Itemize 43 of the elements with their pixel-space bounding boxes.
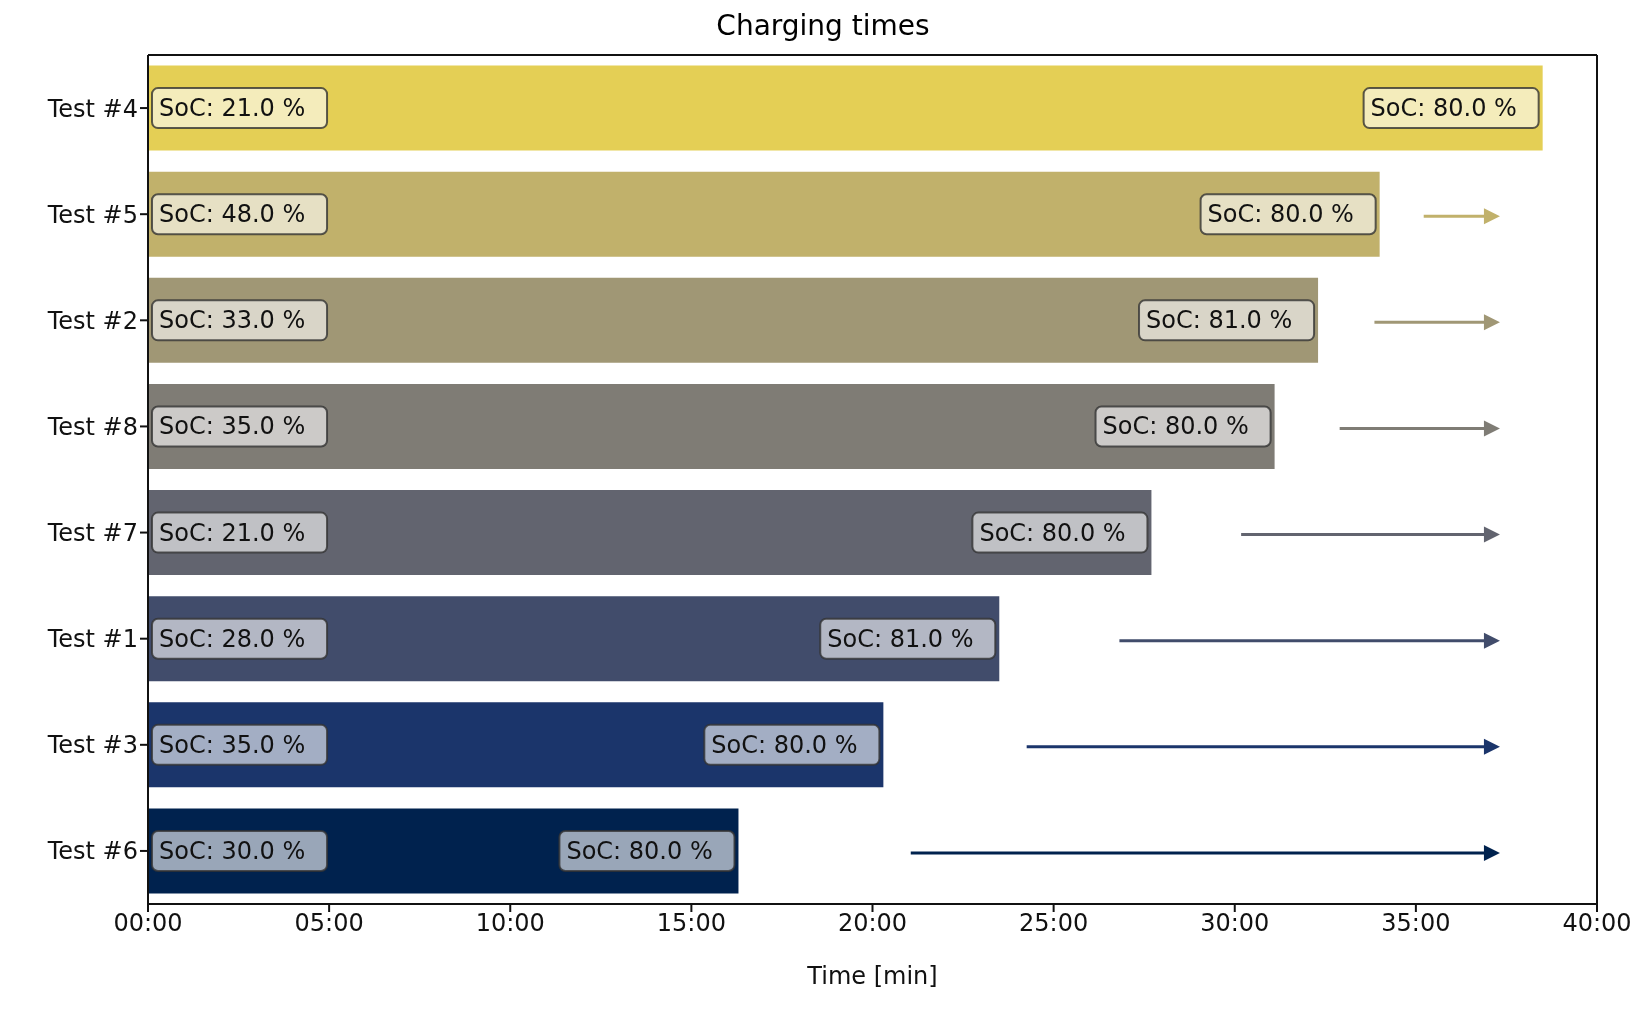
annotation: SoC: 28.0 % <box>159 624 306 653</box>
y-tick-label: Test #6 <box>46 837 138 866</box>
bar <box>148 596 1000 682</box>
bar <box>148 383 1275 469</box>
annotation: SoC: 81.0 % <box>827 624 974 653</box>
bar <box>148 702 884 788</box>
x-tick-label: 30:00 <box>1200 909 1270 938</box>
annotation: SoC: 48.0 % <box>159 200 306 229</box>
x-tick-label: 40:00 <box>1562 909 1632 938</box>
annotation: SoC: 80.0 % <box>1102 412 1249 441</box>
x-tick-label: 20:00 <box>837 909 908 938</box>
y-tick-label: Test #1 <box>46 625 138 654</box>
x-tick-label: 15:00 <box>656 909 726 938</box>
annotation: SoC: 80.0 % <box>1370 94 1517 123</box>
y-tick-label: Test #7 <box>46 519 138 548</box>
bar <box>148 808 739 894</box>
annotation: SoC: 33.0 % <box>159 306 306 335</box>
y-tick-label: Test #8 <box>46 412 138 441</box>
chart-title: Charging times <box>715 8 931 44</box>
bar <box>148 490 1152 576</box>
annotation: SoC: 80.0 % <box>711 730 858 759</box>
annotation: SoC: 21.0 % <box>159 94 306 123</box>
x-tick-label: 25:00 <box>1019 909 1089 938</box>
bar <box>148 277 1319 363</box>
y-tick-label: Test #2 <box>46 306 138 335</box>
annotation: SoC: 81.0 % <box>1146 306 1293 335</box>
bar <box>148 65 1543 151</box>
x-tick-label: 10:00 <box>475 909 545 938</box>
annotation: SoC: 80.0 % <box>1207 200 1354 229</box>
x-tick-label: 35:00 <box>1381 909 1451 938</box>
annotation: SoC: 80.0 % <box>979 518 1126 547</box>
y-tick-label: Test #5 <box>46 200 138 229</box>
annotation: SoC: 21.0 % <box>159 518 306 547</box>
annotation: SoC: 80.0 % <box>566 836 713 865</box>
x-tick-label: 05:00 <box>294 909 364 938</box>
annotation: SoC: 30.0 % <box>159 836 306 865</box>
x-axis-title: Time [min] <box>806 962 938 990</box>
y-tick-label: Test #3 <box>46 731 138 760</box>
x-tick-label: 00:00 <box>113 909 183 938</box>
y-tick-label: Test #4 <box>46 94 138 123</box>
bar <box>148 171 1380 257</box>
annotation: SoC: 35.0 % <box>159 412 306 441</box>
annotation: SoC: 35.0 % <box>159 730 306 759</box>
